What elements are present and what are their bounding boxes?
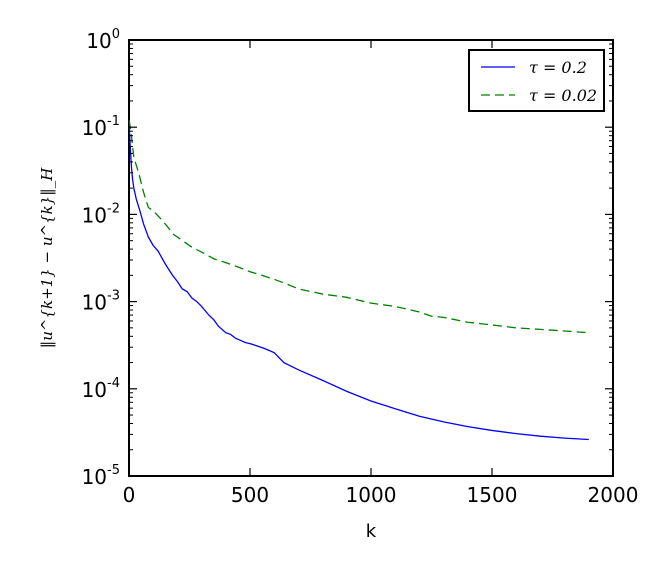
series-line-1 xyxy=(128,127,589,441)
x-tick-label: 2000 xyxy=(588,483,639,507)
y-tick-label: 10-4 xyxy=(82,376,120,402)
labels-layer: 0 500 1000 1500 2000 100 10-1 10-2 10-3 10-4 10-5 xyxy=(82,27,639,507)
y-tick-label: 10-1 xyxy=(82,114,120,140)
y-tick-label: 100 xyxy=(86,27,120,53)
legend: τ = 0.2 τ = 0.02 xyxy=(468,49,605,112)
x-axis-label: k xyxy=(366,521,377,542)
y-tick-label: 10-3 xyxy=(82,289,120,315)
x-tick-label: 500 xyxy=(231,483,269,507)
legend-label-2: τ = 0.02 xyxy=(529,86,597,105)
y-axis-label: ‖u^{k+1} − u^{k}‖_H xyxy=(38,167,56,349)
plot-frame xyxy=(128,39,614,477)
x-tick-label: 1000 xyxy=(346,483,397,507)
x-tick-label: 1500 xyxy=(467,483,518,507)
y-tick-label: 10-5 xyxy=(82,463,120,489)
y-tick-label: 10-2 xyxy=(82,201,120,227)
series-layer xyxy=(128,120,589,441)
ticks-layer xyxy=(128,39,614,477)
legend-label-1: τ = 0.2 xyxy=(529,58,587,77)
legend-box xyxy=(468,49,605,112)
x-tick-label: 0 xyxy=(123,483,136,507)
series-line-2 xyxy=(128,120,589,334)
